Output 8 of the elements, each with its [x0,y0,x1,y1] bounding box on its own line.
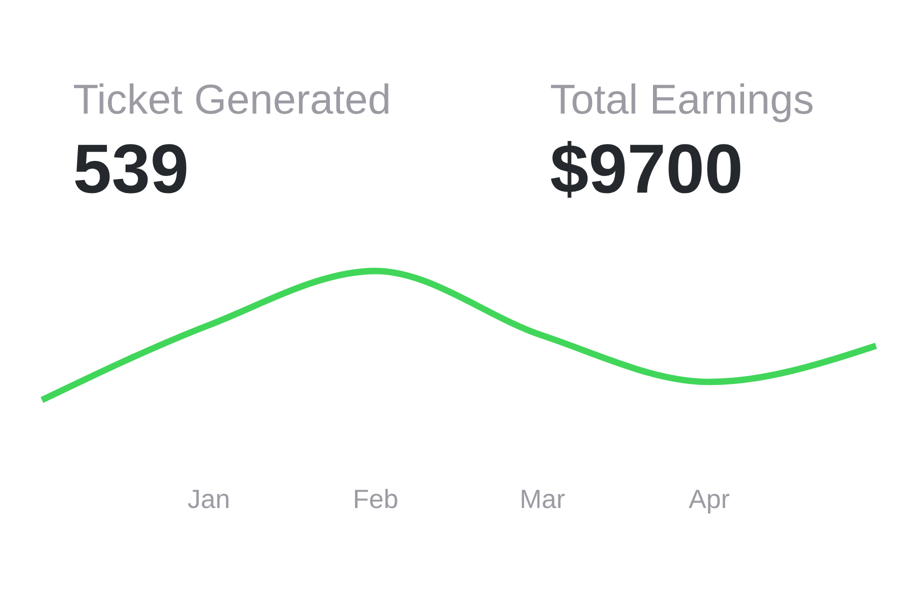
text: Total Earnings [550,83,813,122]
text: 539 [75,144,186,194]
x-tick-label: Jan [188,490,228,508]
x-tick-label: Feb [355,488,398,508]
x-tick-label: Apr [688,490,730,514]
text: Ticket Generated [74,83,388,114]
text: $9700 [550,141,740,198]
x-tick-label: Mar [522,490,565,508]
